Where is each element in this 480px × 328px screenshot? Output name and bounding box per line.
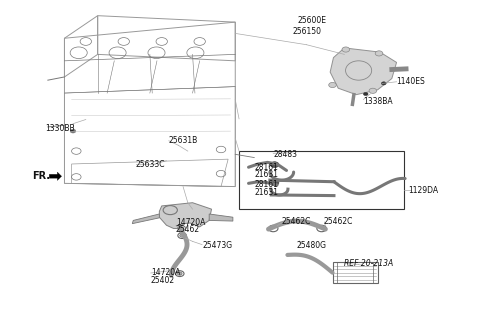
Text: 1330BB: 1330BB: [46, 124, 75, 133]
Text: 25462: 25462: [176, 225, 200, 234]
Circle shape: [180, 227, 183, 230]
Circle shape: [180, 234, 184, 237]
Text: 25631B: 25631B: [169, 136, 198, 145]
Polygon shape: [330, 48, 396, 95]
Text: 1129DA: 1129DA: [408, 186, 439, 195]
Circle shape: [375, 51, 383, 56]
Text: REF 20-213A: REF 20-213A: [344, 259, 394, 268]
Text: 1140ES: 1140ES: [396, 77, 425, 86]
Circle shape: [382, 82, 386, 85]
Bar: [333, 262, 378, 283]
Text: 25633C: 25633C: [136, 160, 165, 169]
Text: FR.: FR.: [32, 171, 50, 181]
Polygon shape: [209, 214, 233, 221]
Text: 25462C: 25462C: [281, 217, 311, 226]
Circle shape: [70, 129, 76, 133]
Circle shape: [369, 88, 377, 93]
Circle shape: [342, 47, 349, 52]
Text: 28161: 28161: [254, 180, 278, 190]
Bar: [239, 151, 404, 209]
Text: 25600E: 25600E: [298, 16, 327, 25]
Text: 28483: 28483: [273, 150, 297, 159]
Text: 21631: 21631: [254, 170, 278, 179]
Circle shape: [363, 92, 368, 96]
Text: 256150: 256150: [292, 27, 321, 36]
Circle shape: [270, 180, 279, 186]
Polygon shape: [159, 203, 212, 229]
Text: 14720A: 14720A: [176, 217, 205, 227]
Text: 25480G: 25480G: [297, 241, 327, 250]
Circle shape: [270, 162, 279, 168]
Text: 25473G: 25473G: [202, 241, 232, 250]
Text: 25402: 25402: [151, 276, 175, 285]
Circle shape: [329, 82, 336, 88]
Text: 14720A: 14720A: [151, 269, 180, 277]
Text: 28161: 28161: [254, 163, 278, 172]
Polygon shape: [49, 172, 61, 180]
Circle shape: [178, 272, 182, 275]
Text: 1338BA: 1338BA: [363, 97, 393, 106]
Text: 21631: 21631: [254, 188, 278, 196]
Text: 25462C: 25462C: [323, 217, 352, 226]
Polygon shape: [132, 214, 159, 224]
